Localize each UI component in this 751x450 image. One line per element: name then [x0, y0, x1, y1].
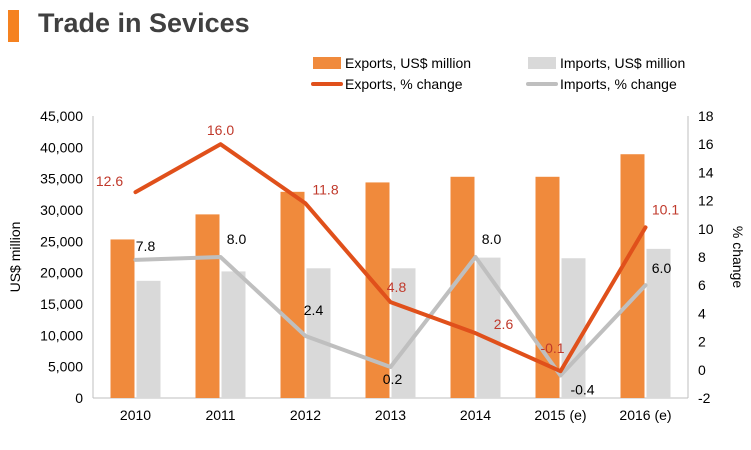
- exports-change-label: 11.8: [312, 181, 338, 197]
- imports-change-label: 2.4: [304, 302, 324, 318]
- y2-tick-label: 0: [698, 362, 706, 378]
- x-tick-label: 2014: [460, 407, 491, 423]
- imports-change-label: 0.2: [383, 371, 403, 387]
- y-tick-label: 15,000: [40, 296, 83, 312]
- y2-tick-label: -2: [698, 390, 711, 406]
- y-tick-label: 25,000: [40, 233, 83, 249]
- chart-title: Trade in Sevices: [38, 8, 250, 38]
- imports-change-label: 8.0: [227, 231, 247, 247]
- y-tick-label: 0: [75, 390, 83, 406]
- y2-tick-label: 2: [698, 334, 706, 350]
- exports-bar: [110, 239, 135, 398]
- y2-tick-label: 6: [698, 277, 706, 293]
- legend-exports-bar-swatch: [313, 57, 341, 69]
- imports-change-label: 8.0: [482, 231, 502, 247]
- title-accent-bar: [8, 10, 19, 42]
- imports-bar: [646, 248, 671, 398]
- exports-change-label: 12.6: [96, 173, 123, 189]
- exports-bar: [195, 214, 220, 398]
- y2-tick-label: 12: [698, 193, 714, 209]
- y-tick-label: 30,000: [40, 202, 83, 218]
- legend-imports-line-label: Imports, % change: [560, 76, 677, 92]
- y-tick-label: 20,000: [40, 265, 83, 281]
- exports-change-label: 2.6: [494, 316, 514, 332]
- exports-change-label: -0.1: [540, 340, 564, 356]
- y-axis-title: US$ million: [7, 222, 23, 293]
- y-tick-label: 5,000: [48, 359, 83, 375]
- y2-tick-label: 16: [698, 136, 714, 152]
- y-tick-label: 40,000: [40, 139, 83, 155]
- x-tick-label: 2010: [120, 407, 151, 423]
- exports-change-label: 4.8: [387, 279, 407, 295]
- y-tick-label: 45,000: [40, 108, 83, 124]
- x-tick-label: 2011: [205, 407, 235, 423]
- y2-tick-label: 10: [698, 221, 714, 237]
- legend-imports-bar-label: Imports, US$ million: [560, 55, 685, 71]
- imports-bar: [136, 280, 161, 398]
- y2-axis-title: % change: [730, 226, 746, 288]
- imports-change-label: -0.4: [570, 381, 594, 397]
- imports-bar: [476, 257, 501, 398]
- y2-tick-label: 8: [698, 249, 706, 265]
- x-tick-label: 2013: [375, 407, 406, 423]
- exports-change-label: 10.1: [652, 201, 679, 217]
- x-tick-label: 2016 (e): [619, 407, 671, 423]
- imports-change-label: 6.0: [652, 260, 672, 276]
- exports-bar: [620, 154, 645, 398]
- imports-bar: [391, 268, 416, 398]
- axes: 0 5,000 10,000 15,000 20,000 25,000 30,000 35,0…: [7, 108, 746, 423]
- exports-change-label: 16.0: [207, 122, 234, 138]
- y-tick-label: 10,000: [40, 327, 83, 343]
- legend-exports-bar-label: Exports, US$ million: [345, 55, 471, 71]
- imports-change-label: 7.8: [136, 238, 156, 254]
- y2-tick-label: 18: [698, 108, 714, 124]
- y2-tick-label: 4: [698, 305, 706, 321]
- x-tick-label: 2012: [290, 407, 321, 423]
- bars: [110, 154, 671, 398]
- data-labels: 12.6 16.0 11.8 4.8 2.6 -0.1 10.1 7.8 8.0 2.4 0.2 8.…: [96, 122, 679, 397]
- y-tick-label: 35,000: [40, 171, 83, 187]
- y2-tick-label: 14: [698, 164, 714, 180]
- legend-imports-bar-swatch: [528, 57, 556, 69]
- imports-bar: [561, 258, 586, 398]
- exports-bar: [280, 191, 305, 398]
- imports-bar: [306, 268, 331, 398]
- imports-bar: [221, 271, 246, 398]
- legend-exports-line-label: Exports, % change: [345, 76, 463, 92]
- lines: [133, 142, 648, 378]
- x-tick-label: 2015 (e): [534, 407, 586, 423]
- legend: Exports, US$ million Imports, US$ million…: [311, 55, 685, 92]
- imports-change-line: [133, 255, 648, 378]
- exports-change-line: [133, 142, 648, 374]
